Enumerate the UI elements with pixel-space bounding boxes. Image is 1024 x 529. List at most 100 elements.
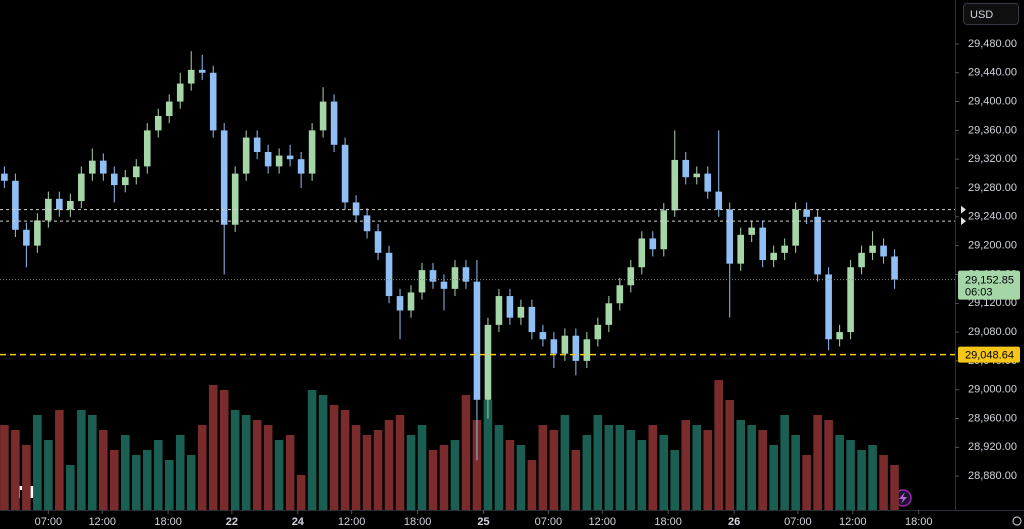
candle-body — [253, 137, 261, 152]
volume-bar — [11, 430, 20, 510]
y-tick-label: 29,400.00 — [968, 95, 1017, 107]
candle-body — [187, 69, 195, 84]
candle-body — [583, 339, 591, 361]
volume-bar — [263, 425, 273, 510]
volume-bar — [692, 425, 702, 510]
candle-body — [704, 173, 712, 192]
y-tick-label: 28,960.00 — [968, 412, 1017, 424]
candle-body — [649, 238, 657, 250]
y-tick-label: 29,240.00 — [968, 211, 1017, 223]
candle-body — [759, 227, 766, 261]
volume-bar — [714, 380, 724, 510]
volume-bar — [99, 430, 108, 510]
volume-bar — [846, 440, 855, 510]
volume-bar — [670, 450, 680, 510]
volume-bar — [417, 425, 427, 510]
x-tick-label: 12:00 — [588, 516, 616, 528]
volume-bar — [516, 445, 526, 510]
candle-body — [539, 332, 547, 340]
last-price-tag — [958, 270, 1020, 300]
volume-bar — [681, 420, 691, 510]
candle-body — [198, 69, 206, 73]
candle-body — [891, 256, 898, 280]
volume-bar — [538, 425, 548, 510]
volume-bar — [857, 450, 866, 510]
candle-body — [220, 130, 228, 225]
candle-body — [671, 159, 679, 211]
volume-bar — [274, 440, 284, 510]
candle-body — [880, 245, 887, 257]
y-tick-label: 29,200.00 — [968, 240, 1017, 252]
lightning-button[interactable] — [894, 489, 912, 507]
x-tick-label: 18:00 — [905, 516, 933, 528]
candle-body — [396, 296, 404, 311]
y-tick-label: 29,320.00 — [968, 153, 1017, 165]
volume-bar — [296, 475, 306, 510]
candle-body — [473, 281, 481, 400]
x-tick-label: 18:00 — [154, 516, 182, 528]
volume-bar — [527, 460, 537, 510]
candle-body — [56, 198, 63, 210]
y-tick-label: 28,920.00 — [968, 441, 1017, 453]
candle-body — [858, 252, 865, 268]
volume-bar — [88, 415, 97, 510]
candle-body — [67, 200, 74, 210]
volume-bar — [197, 425, 207, 510]
currency-button[interactable]: USD — [963, 3, 1019, 25]
volume-bar — [769, 445, 778, 510]
volume-bar — [835, 435, 844, 510]
volume-bar — [77, 410, 86, 510]
volume-bar — [615, 425, 625, 510]
candle-body — [418, 270, 426, 293]
candle-body — [462, 267, 470, 282]
volume-bar — [780, 415, 789, 510]
candle-body — [286, 155, 294, 160]
candle-body — [23, 229, 30, 246]
volume-bar — [0, 425, 9, 510]
candle-body — [484, 324, 492, 400]
alert-marker — [961, 205, 966, 214]
volume-bar — [351, 425, 361, 510]
volume-bar — [428, 450, 438, 510]
x-tick-label: 12:00 — [839, 516, 867, 528]
candle-body — [242, 137, 250, 174]
volume-bar — [450, 440, 460, 510]
volume-bar — [384, 420, 394, 510]
x-tick-label: 07:00 — [35, 516, 63, 528]
x-tick-label: 07:00 — [535, 516, 563, 528]
settings-icon[interactable] — [1012, 516, 1022, 526]
y-tick-label: 29,280.00 — [968, 182, 1017, 194]
volume-bar — [560, 415, 570, 510]
volume-bar — [626, 430, 636, 510]
candle-body — [121, 177, 129, 186]
candle-body — [132, 166, 140, 178]
volume-bar — [604, 425, 614, 510]
volume-bar — [868, 445, 877, 510]
volume-bar — [758, 430, 767, 510]
volume-bar — [307, 390, 317, 510]
candle-body — [319, 101, 327, 131]
volume-bar — [461, 395, 471, 510]
volume-bar — [439, 445, 449, 510]
volume-bar — [153, 440, 163, 510]
y-tick-label: 29,440.00 — [968, 67, 1017, 79]
candle-body — [627, 267, 635, 286]
volume-bar — [329, 405, 339, 510]
candle-body — [341, 144, 349, 203]
candle-body — [660, 210, 668, 250]
candle-body — [100, 160, 107, 174]
candle-body — [594, 324, 602, 340]
alert-marker — [961, 217, 966, 226]
candle-body — [770, 252, 777, 261]
candle-body — [429, 270, 437, 282]
volume-bar — [252, 420, 262, 510]
volume-bar — [791, 435, 800, 510]
volume-bar — [703, 430, 713, 510]
volume-bar — [373, 430, 383, 510]
candle-body — [143, 130, 151, 167]
candle-body — [737, 234, 744, 264]
x-tick-label: 12:00 — [338, 516, 366, 528]
candle-body — [682, 159, 690, 178]
